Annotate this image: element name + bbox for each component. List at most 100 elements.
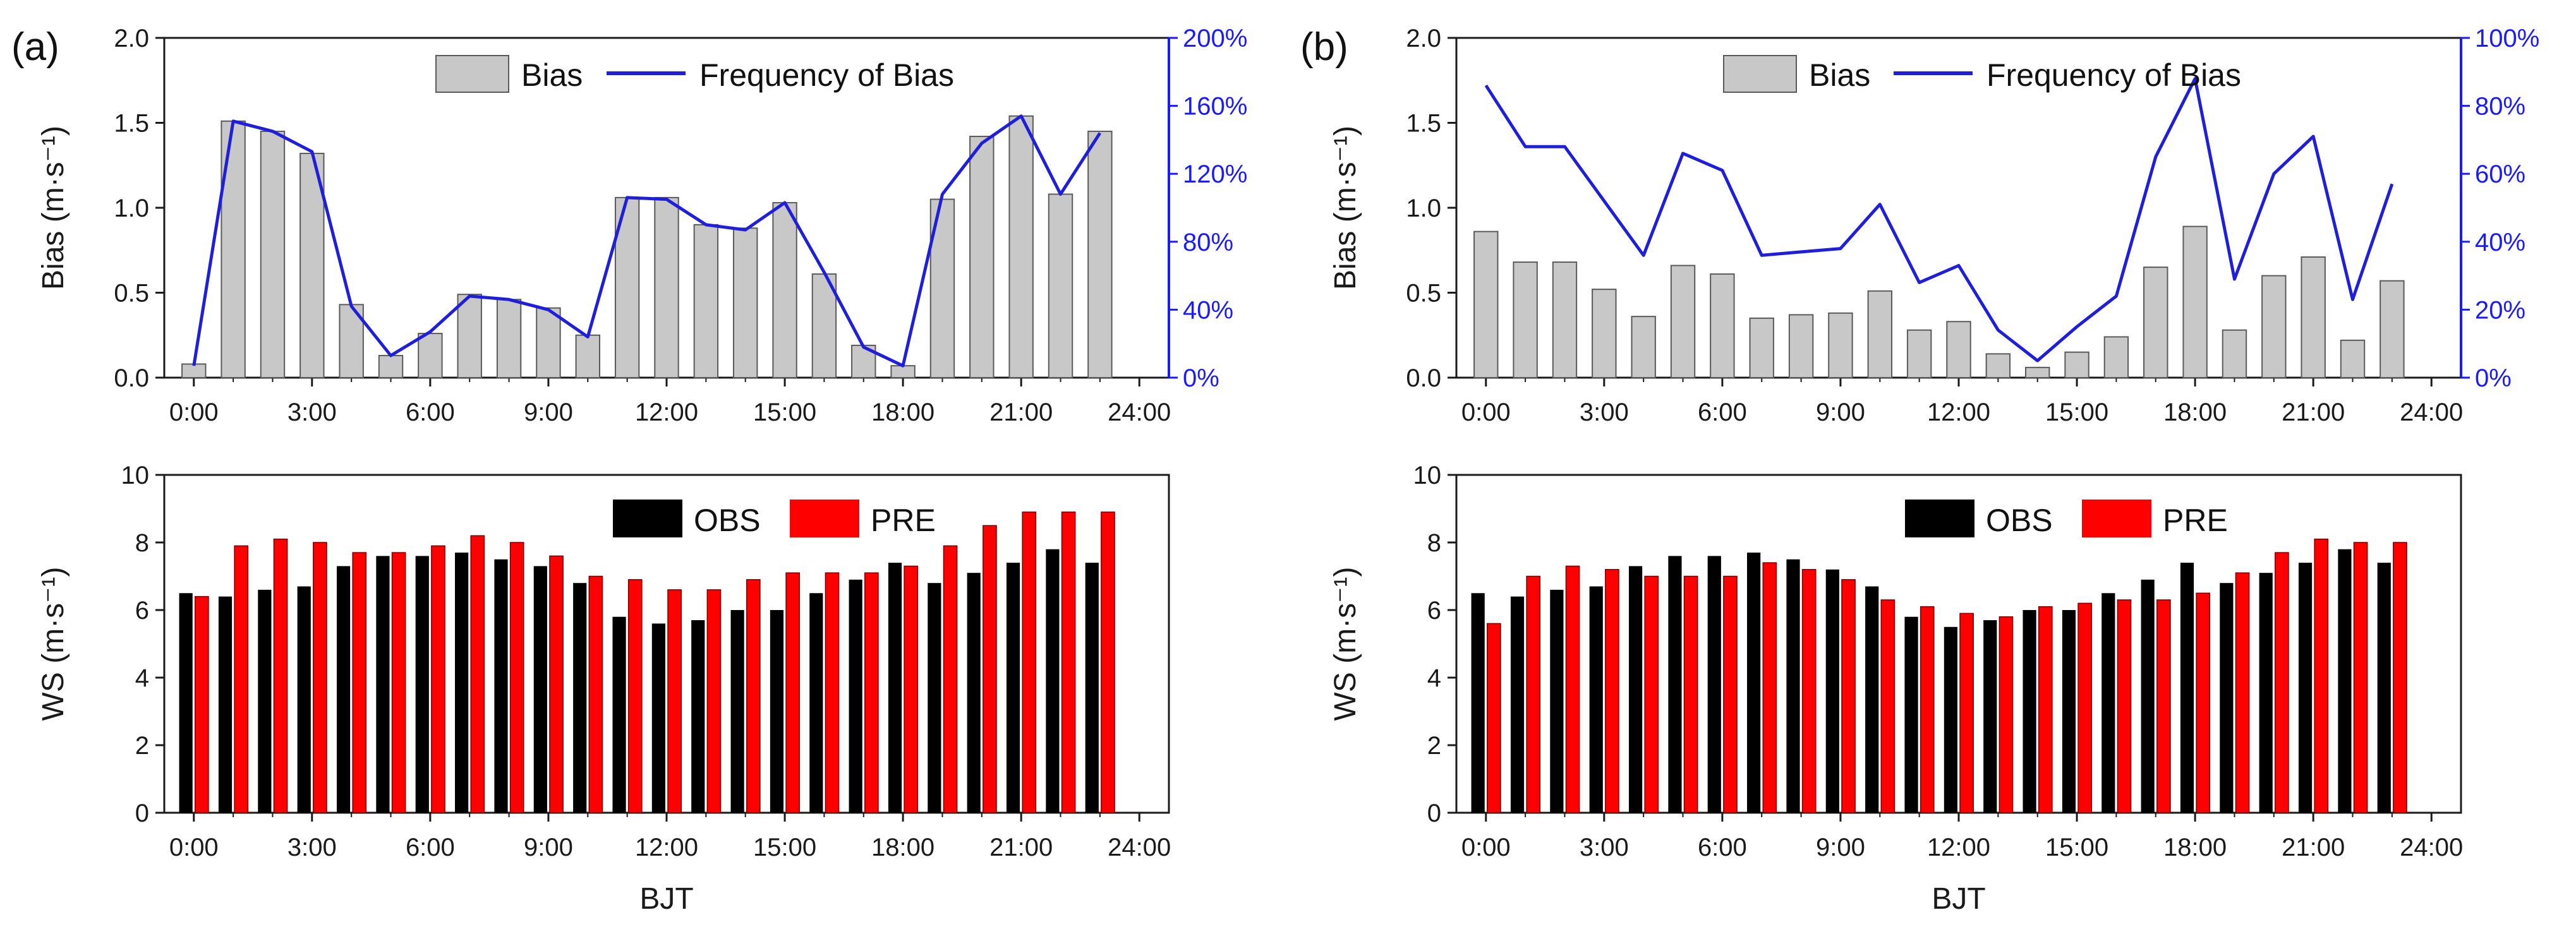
bias-bar	[1906, 329, 1932, 378]
y-tick-label: 1.0	[1406, 195, 1441, 222]
obs-bar	[2377, 563, 2391, 813]
legend-label-pre: PRE	[871, 503, 936, 538]
pre-bar	[549, 555, 564, 813]
obs-bar	[1904, 616, 1918, 813]
legend-label-frequency: Frequency of Bias	[699, 57, 954, 93]
legend-swatch-bias	[1723, 55, 1797, 93]
y2-tick-label: 60%	[2475, 160, 2525, 188]
obs-bar	[888, 563, 902, 813]
pre-bar	[1644, 575, 1659, 813]
y-tick-label: 8	[135, 529, 149, 557]
x-tick-label: 15:00	[2045, 398, 2108, 426]
y-tick-label: 1.5	[114, 110, 149, 138]
pre-bar	[1723, 575, 1738, 813]
obs-bar	[415, 556, 429, 813]
bias-bar	[1008, 115, 1034, 379]
x-tick-label: 6:00	[1698, 834, 1747, 861]
obs-bar	[2298, 563, 2313, 813]
bias-bar	[1710, 273, 1735, 378]
x-tick-label: 3:00	[1580, 834, 1629, 861]
pre-bar	[588, 575, 603, 813]
bias-bar	[969, 136, 995, 379]
bias-bar	[1867, 290, 1892, 378]
x-tick-label: 6:00	[406, 834, 455, 861]
obs-bar	[1006, 563, 1020, 813]
y2-tick-label: 40%	[1183, 296, 1233, 324]
pre-bar	[864, 572, 879, 813]
pre-bar	[983, 525, 997, 813]
obs-bar	[1707, 556, 1721, 813]
obs-bar	[928, 583, 941, 813]
pre-bar	[195, 596, 209, 813]
bias-bar	[2064, 351, 2089, 379]
y-tick-label: 6	[1427, 597, 1441, 625]
bias-bar	[1670, 265, 1696, 378]
x-tick-label: 24:00	[2400, 398, 2463, 426]
pre-bar	[1022, 512, 1037, 813]
y2-tick-label: 100%	[2475, 25, 2539, 52]
y2-tick-label: 40%	[2475, 229, 2525, 256]
pre-bar	[1683, 575, 1698, 813]
bias-bar	[1473, 231, 1499, 378]
obs-bar	[730, 610, 744, 813]
bias-bar	[2301, 256, 2326, 379]
x-tick-label: 3:00	[287, 398, 337, 426]
obs-bar	[651, 623, 665, 813]
x-tick-label: 24:00	[1108, 398, 1171, 426]
pre-bar	[352, 552, 367, 813]
obs-bar	[179, 593, 193, 813]
x-tick-label: 6:00	[406, 398, 455, 426]
pre-bar	[904, 565, 919, 813]
y-tick-label: 2.0	[1406, 25, 1441, 52]
x-tick-label: 3:00	[1580, 398, 1629, 426]
x-tick-label: 18:00	[2163, 398, 2227, 426]
y2-tick-label: 120%	[1183, 160, 1247, 188]
obs-bar	[2259, 573, 2273, 813]
obs-bar	[1944, 626, 1957, 813]
y-axis-label: Bias (m·s⁻¹)	[37, 126, 70, 290]
pre-bar	[1801, 569, 1817, 813]
x-tick-label: 0:00	[1461, 834, 1511, 861]
pre-bar	[667, 589, 682, 813]
pre-bar	[1061, 512, 1076, 813]
obs-bar	[2101, 593, 2115, 813]
bias-bar	[1828, 312, 1853, 378]
bias-bar	[1749, 317, 1774, 379]
x-axis-label: BJT	[639, 882, 693, 916]
obs-bar	[2141, 579, 2155, 813]
obs-bar	[2338, 549, 2352, 813]
bias-bar	[378, 355, 404, 379]
x-tick-label: 24:00	[1108, 834, 1171, 861]
obs-bar	[218, 596, 233, 813]
x-tick-label: 3:00	[287, 834, 337, 861]
legend-label-bias: Bias	[521, 57, 583, 93]
pre-bar	[2156, 599, 2171, 813]
x-tick-label: 12:00	[635, 398, 698, 426]
bias-bar	[1985, 353, 2011, 379]
plot-area-3: 0:00 3:00 6:00 9:00 12:00 15:00 18:00 21:00 24:0…	[1329, 462, 2463, 916]
y2-tick-label: 80%	[2475, 93, 2525, 121]
x-tick-label: 21:00	[989, 834, 1053, 861]
legend-swatch-obs	[1905, 500, 1974, 537]
bias-bar	[181, 363, 207, 378]
obs-bar	[2180, 563, 2194, 813]
obs-bar	[2062, 610, 2076, 813]
x-tick-label: 9:00	[524, 834, 573, 861]
obs-bar	[1983, 620, 1997, 813]
pre-bar	[1880, 599, 1896, 813]
x-tick-label: 15:00	[753, 398, 816, 426]
bias-bar	[733, 227, 758, 378]
pre-bar	[234, 545, 249, 813]
bias-bar	[890, 365, 916, 378]
obs-bar	[1786, 559, 1800, 813]
y2-tick-label: 20%	[2475, 296, 2525, 324]
pre-bar	[785, 572, 801, 813]
pre-bar	[825, 572, 840, 813]
pre-bar	[1605, 569, 1619, 813]
pre-bar	[431, 545, 445, 813]
bias-bar	[457, 294, 482, 378]
plot-area-1: 0:00 3:00 6:00 9:00 12:00 15:00 18:00 21:00 24:0…	[1300, 25, 2539, 426]
x-tick-label: 21:00	[2282, 834, 2345, 861]
y-tick-label: 0.5	[114, 280, 149, 308]
obs-bar	[1550, 589, 1564, 813]
